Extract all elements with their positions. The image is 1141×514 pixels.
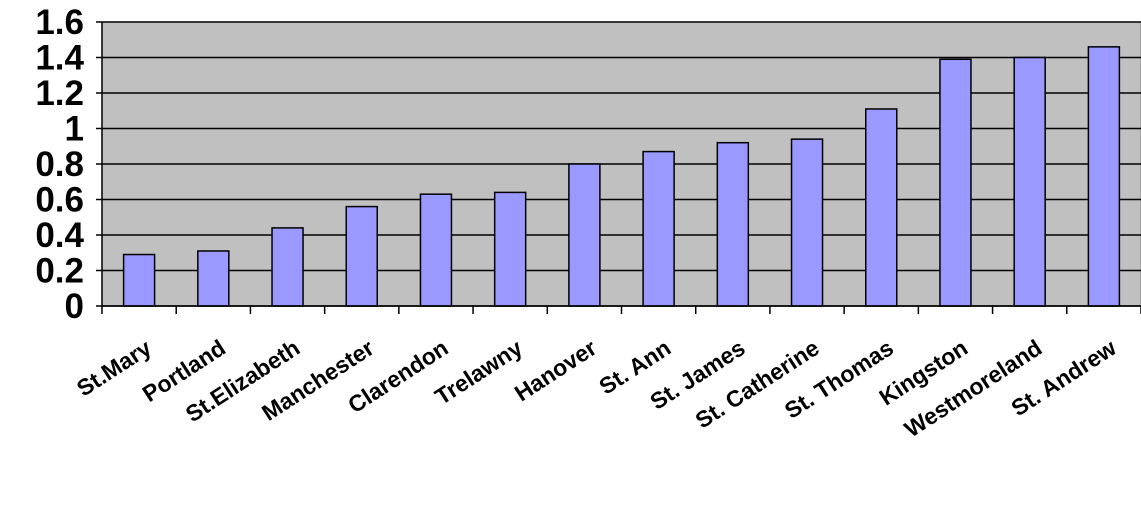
bar-st-andrew <box>1087 46 1121 307</box>
bars <box>122 46 1121 307</box>
y-tick-label: 0.4 <box>35 216 84 255</box>
y-tick-label: 1.2 <box>35 74 84 113</box>
bar-hanover <box>568 163 601 307</box>
y-tick-label: 0.2 <box>35 252 84 291</box>
bar-st-catherine <box>790 138 824 307</box>
bar-portland <box>197 250 230 307</box>
y-tick-label: 0.8 <box>35 145 84 184</box>
y-tick-label: 0 <box>65 287 84 326</box>
bar-st-mary <box>122 253 156 307</box>
y-tick-label: 1 <box>65 110 84 149</box>
y-tick-label: 1.4 <box>35 39 84 78</box>
bar-st-thomas <box>865 108 898 307</box>
x-tick-label: Hanover <box>510 334 601 406</box>
bar-st-elizabeth <box>271 227 304 307</box>
bar-st-james <box>716 141 750 307</box>
bar-clarendon <box>419 193 453 307</box>
bar-westmoreland <box>1013 56 1046 307</box>
bar-trelawny <box>493 191 527 307</box>
y-tick-label: 1.6 <box>35 3 84 42</box>
x-axis: St.MaryPortlandSt.ElizabethManchesterCla… <box>72 305 1141 442</box>
bar-manchester <box>345 205 378 307</box>
bar-st-ann <box>642 150 675 307</box>
y-axis: 00.20.40.60.811.21.41.6 <box>35 3 103 326</box>
y-tick-label: 0.6 <box>35 181 84 220</box>
bar-kingston <box>939 58 972 307</box>
x-tick-label: St. Catherine <box>691 334 824 433</box>
